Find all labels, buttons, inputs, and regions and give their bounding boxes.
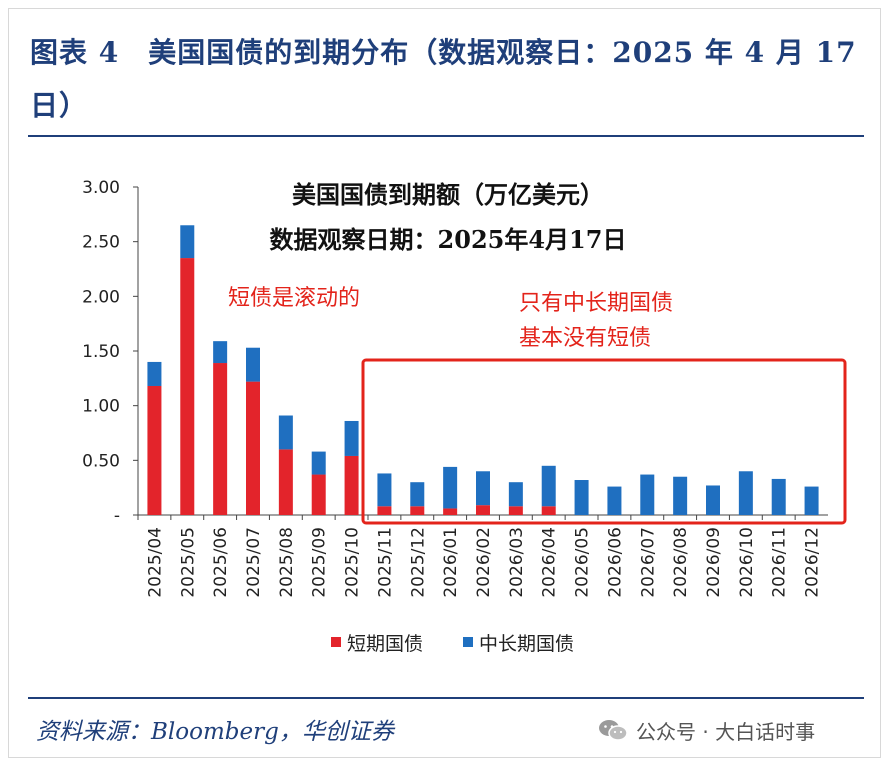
legend-label-long: 中长期国债 — [479, 633, 574, 655]
x-tick-label: 2026/12 — [803, 527, 823, 598]
x-tick-label: 2025/05 — [178, 527, 198, 598]
title-rule — [28, 135, 864, 137]
x-tick-label: 2026/01 — [441, 527, 461, 598]
watermark: 公众号 · 大白话时事 — [598, 714, 815, 746]
bar-segment-long — [673, 476, 688, 515]
chart-title-line2: 数据观察日期：2025年4月17日 — [270, 225, 627, 254]
x-tick-label: 2025/11 — [375, 527, 395, 598]
y-tick-label: 0.50 — [82, 451, 120, 471]
bar-segment-long — [706, 485, 720, 515]
bar-segment-long — [213, 341, 228, 364]
x-tick-label: 2025/10 — [343, 527, 363, 598]
x-tick-label: 2025/04 — [145, 527, 165, 598]
x-tick-label: 2026/03 — [507, 527, 527, 598]
bar-segment-long — [410, 482, 425, 507]
x-tick-label: 2026/07 — [638, 527, 658, 598]
x-tick-label: 2025/12 — [408, 527, 428, 598]
x-tick-label: 2025/08 — [277, 527, 297, 598]
x-tick-label: 2026/02 — [474, 527, 494, 598]
y-tick-label: 3.00 — [82, 178, 120, 198]
legend-swatch-short — [331, 637, 341, 647]
bar-segment-long — [311, 451, 326, 475]
bar-segment-short — [278, 449, 293, 515]
bar-segment-long — [607, 486, 622, 515]
bar-segment-long — [508, 482, 523, 507]
bar-segment-short — [443, 508, 458, 515]
highlight-box — [361, 358, 847, 525]
bar-segment-long — [640, 474, 655, 515]
watermark-text: 公众号 · 大白话时事 — [636, 719, 816, 744]
x-tick-label: 2026/04 — [540, 527, 560, 598]
x-tick-label: 2025/07 — [244, 527, 264, 598]
y-tick-label: 2.00 — [82, 287, 120, 307]
bar-segment-long — [180, 225, 195, 259]
bar-segment-short — [476, 505, 490, 515]
legend-label-short: 短期国债 — [347, 633, 423, 655]
annotation-short-rolling: 短债是滚动的 — [228, 286, 360, 311]
bar-segment-short — [213, 363, 228, 515]
source-rule — [28, 697, 864, 699]
x-tick-label: 2025/09 — [310, 527, 330, 598]
annotation-long-only: 只有中长期国债 — [519, 291, 673, 316]
bar-segment-long — [147, 361, 162, 386]
x-tick-label: 2026/10 — [737, 527, 757, 598]
bar-segment-long — [246, 347, 260, 382]
x-tick-label: 2026/08 — [671, 527, 691, 598]
y-tick-label: 1.00 — [82, 397, 120, 417]
source-note: 资料来源：Bloomberg，华创证券 — [36, 719, 394, 745]
bar-segment-short — [344, 455, 359, 515]
bar-segment-long — [574, 480, 589, 515]
y-tick-label: - — [114, 506, 120, 526]
bar-segment-short — [410, 506, 425, 515]
bar-segment-short — [180, 258, 195, 515]
bar-segment-long — [476, 471, 490, 506]
annotation-no-short: 基本没有短债 — [519, 326, 651, 351]
bar-segment-long — [278, 415, 293, 450]
bar-segment-long — [771, 478, 786, 515]
bar-segment-short — [311, 474, 326, 515]
x-tick-label: 2026/05 — [573, 527, 593, 598]
figure-title: 图表 4 美国国债的到期分布（数据观察日：2025 年 4 月 17 日） — [30, 36, 857, 122]
bar-segment-short — [541, 506, 556, 515]
wechat-icon — [598, 718, 628, 742]
chart-title-line1: 美国国债到期额（万亿美元） — [292, 180, 604, 209]
bar-segment-short — [246, 381, 260, 515]
legend-swatch-long — [463, 637, 473, 647]
y-tick-label: 2.50 — [82, 233, 120, 253]
bar-segment-short — [147, 385, 162, 515]
bar-segment-short — [508, 506, 523, 515]
x-tick-label: 2026/09 — [704, 527, 724, 598]
bar-segment-long — [344, 420, 359, 456]
bar-segment-long — [443, 466, 458, 509]
bar-segment-short — [377, 506, 392, 515]
y-tick-label: 1.50 — [82, 342, 120, 362]
bar-segment-long — [377, 473, 392, 507]
bar-segment-long — [738, 471, 753, 515]
bar-segment-long — [541, 465, 556, 507]
x-tick-label: 2025/06 — [211, 527, 231, 598]
x-tick-label: 2026/11 — [770, 527, 790, 598]
bar-segment-long — [804, 486, 819, 515]
x-tick-label: 2026/06 — [605, 527, 625, 598]
